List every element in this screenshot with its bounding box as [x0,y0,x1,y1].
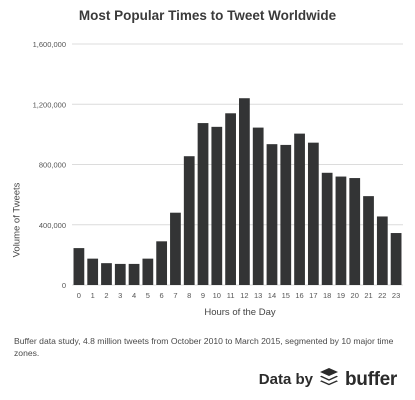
x-tick-label: 21 [364,291,372,300]
x-tick-label: 18 [323,291,331,300]
x-tick-label: 19 [337,291,345,300]
bar-hour-4 [128,263,140,285]
y-tick-label: 0 [62,281,66,290]
source-caption: Buffer data study, 4.8 million tweets fr… [14,336,394,358]
x-tick-label: 17 [309,291,317,300]
data-by-label: Data by [258,371,313,388]
x-tick-label: 13 [254,291,262,300]
x-tick-label: 0 [77,291,81,300]
x-tick-label: 14 [268,291,276,300]
bar-hour-13 [252,127,264,285]
buffer-logo-text: buffer [344,368,397,390]
chart-title: Most Popular Times to Tweet Worldwide [78,8,337,23]
x-tick-label: 2 [104,291,108,300]
x-tick-labels: 0 1 2 3 4 5 6 7 8 9 10 11 12 13 14 15 16 17 18 19 20 21 22 23 [77,291,400,300]
grid-lines [72,43,403,286]
y-tick-label: 400,000 [39,221,66,230]
x-tick-label: 15 [282,291,290,300]
x-tick-label: 16 [295,291,303,300]
bar-hour-10 [211,126,223,285]
x-tick-label: 23 [392,291,400,300]
y-tick-label: 1,200,000 [33,100,66,109]
bar-hour-21 [363,196,374,285]
bar-hour-18 [321,172,333,285]
x-axis-label: Hours of the Day [204,307,276,318]
bar-hour-11 [225,113,236,285]
bar-hour-8 [183,156,195,285]
bar-hour-2 [101,263,112,285]
bar-hour-0 [73,248,85,285]
bar-hour-16 [294,133,305,285]
bar-hour-9 [197,123,209,285]
bar-hour-22 [376,216,388,285]
bar-hour-23 [390,233,402,285]
buffer-stack-icon [319,367,339,392]
y-tick-label: 1,600,000 [33,40,66,49]
x-tick-label: 1 [91,291,95,300]
bar-hour-3 [114,263,126,285]
x-tick-label: 22 [378,291,386,300]
x-tick-label: 6 [160,291,164,300]
x-tick-label: 4 [132,291,136,300]
x-tick-label: 10 [213,291,221,300]
bars [73,98,402,285]
x-tick-label: 5 [146,291,150,300]
bar-hour-7 [170,212,181,285]
bar-hour-20 [349,178,361,285]
bar-hour-1 [87,258,99,285]
bar-hour-12 [239,98,250,285]
attribution: Data by buffer [259,367,397,392]
y-tick-labels: 0 400,000 800,000 1,200,000 1,600,000 [33,40,66,290]
x-tick-label: 3 [118,291,122,300]
bar-hour-17 [307,142,319,285]
x-tick-label: 12 [240,291,248,300]
x-tick-label: 11 [227,291,235,300]
x-tick-label: 20 [351,291,359,300]
y-tick-label: 800,000 [39,161,66,170]
bar-hour-5 [142,258,154,285]
x-tick-label: 9 [201,291,205,300]
bar-hour-19 [335,176,347,285]
x-tick-label: 7 [173,291,177,300]
x-tick-label: 8 [187,291,191,300]
bar-hour-15 [280,144,292,285]
bar-hour-14 [266,144,278,285]
bar-hour-6 [156,241,168,285]
